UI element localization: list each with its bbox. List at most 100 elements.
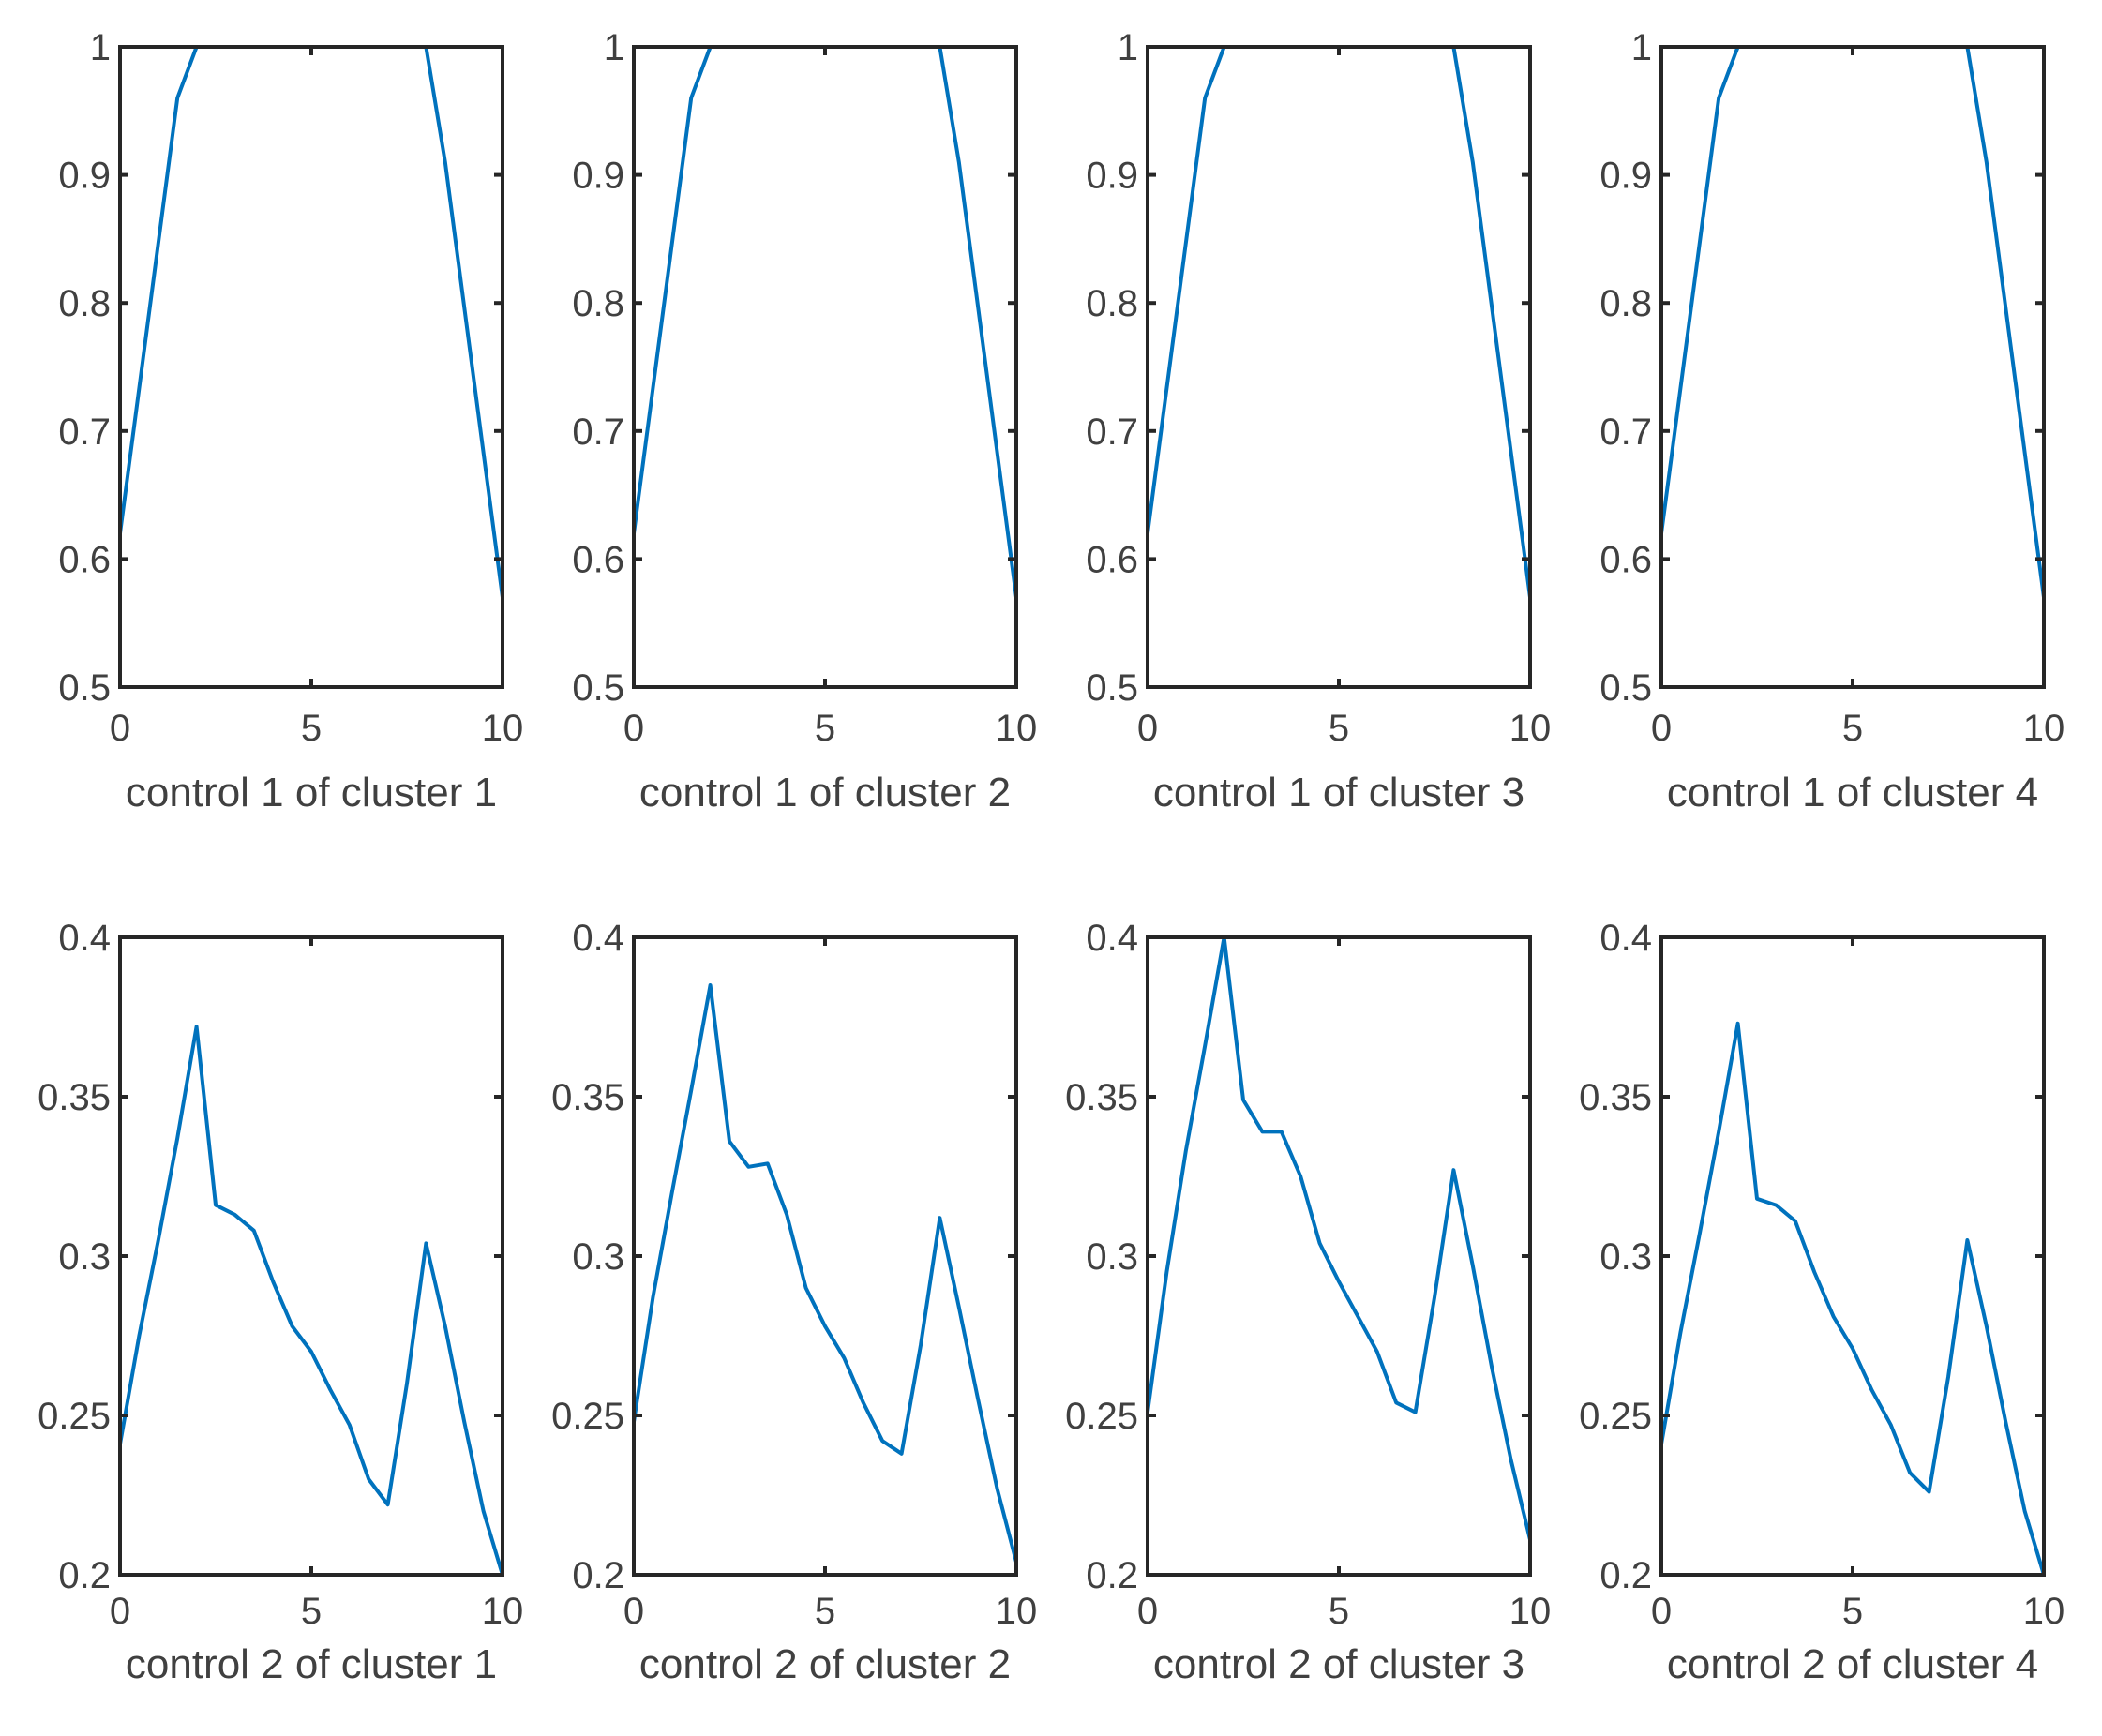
y-tick-label: 0.9 bbox=[572, 156, 624, 197]
y-tick-label: 0.9 bbox=[1599, 156, 1652, 197]
data-line bbox=[632, 45, 1018, 598]
x-tick-label: 0 bbox=[1651, 708, 1672, 749]
y-tick-label: 0.7 bbox=[1086, 412, 1138, 453]
x-tick-label: 5 bbox=[301, 708, 322, 749]
x-tick-label: 5 bbox=[815, 1591, 835, 1632]
y-tick-label: 0.3 bbox=[58, 1236, 111, 1278]
y-tick-label: 0.25 bbox=[1065, 1396, 1138, 1437]
data-line bbox=[1146, 45, 1532, 598]
x-axis-label: control 2 of cluster 2 bbox=[639, 1641, 1011, 1687]
x-tick-label: 10 bbox=[1509, 708, 1552, 749]
subplot-2-3: 0.2 0.25 0.3 0.35 0.4 0 5 10 control 2 of cluste… bbox=[1065, 918, 1551, 1687]
y-tick-label: 1 bbox=[90, 27, 111, 68]
data-line bbox=[1659, 45, 2046, 598]
y-tick-label: 0.3 bbox=[1599, 1236, 1652, 1278]
x-tick-label: 5 bbox=[815, 708, 835, 749]
y-tick-label: 0.2 bbox=[58, 1555, 111, 1596]
subplot-2-1: 0.2 0.25 0.3 0.35 0.4 0 5 10 control 2 of cluste… bbox=[38, 918, 523, 1687]
y-tick-label: 0.8 bbox=[1599, 283, 1652, 324]
axes-box bbox=[118, 935, 504, 1577]
y-tick-label: 0.6 bbox=[572, 539, 624, 580]
x-tick-label: 10 bbox=[482, 1591, 524, 1632]
y-tick-label: 0.9 bbox=[1086, 156, 1138, 197]
axes-box bbox=[632, 45, 1018, 689]
y-tick-label: 0.35 bbox=[38, 1077, 111, 1118]
x-tick-label: 5 bbox=[1329, 708, 1349, 749]
y-tick-label: 1 bbox=[1118, 27, 1138, 68]
x-tick-label: 5 bbox=[301, 1591, 322, 1632]
data-line bbox=[632, 983, 1018, 1563]
y-tick-label: 0.25 bbox=[1579, 1396, 1652, 1437]
y-tick-label: 0.7 bbox=[572, 412, 624, 453]
data-line bbox=[118, 1025, 504, 1576]
y-tick-label: 0.25 bbox=[38, 1396, 111, 1437]
y-tick-label: 1 bbox=[1631, 27, 1652, 68]
x-axis-label: control 1 of cluster 3 bbox=[1153, 770, 1524, 816]
y-tick-label: 0.4 bbox=[1086, 918, 1138, 959]
y-tick-label: 0.35 bbox=[1065, 1077, 1138, 1118]
x-axis-label: control 2 of cluster 1 bbox=[126, 1641, 497, 1687]
y-tick-label: 0.4 bbox=[572, 918, 624, 959]
y-tick-label: 0.35 bbox=[551, 1077, 624, 1118]
y-tick-label: 0.5 bbox=[58, 667, 111, 709]
x-tick-label: 10 bbox=[2023, 708, 2065, 749]
x-tick-label: 0 bbox=[110, 708, 130, 749]
subplot-2-2: 0.2 0.25 0.3 0.35 0.4 0 5 10 control 2 of cluste… bbox=[551, 918, 1037, 1687]
subplot-2-4: 0.2 0.25 0.3 0.35 0.4 0 5 10 control 2 of cluste… bbox=[1579, 918, 2064, 1687]
x-tick-label: 0 bbox=[1137, 708, 1158, 749]
y-tick-label: 0.2 bbox=[1599, 1555, 1652, 1596]
y-tick-label: 0.8 bbox=[572, 283, 624, 324]
x-tick-label: 10 bbox=[1509, 1591, 1552, 1632]
x-axis-label: control 1 of cluster 2 bbox=[639, 770, 1011, 816]
x-axis-label: control 2 of cluster 4 bbox=[1667, 1641, 2038, 1687]
y-tick-label: 0.6 bbox=[1599, 539, 1652, 580]
x-tick-label: 10 bbox=[996, 708, 1038, 749]
y-tick-label: 1 bbox=[604, 27, 624, 68]
axes-box bbox=[1146, 935, 1532, 1577]
y-tick-label: 0.7 bbox=[58, 412, 111, 453]
y-tick-label: 0.8 bbox=[1086, 283, 1138, 324]
x-tick-label: 5 bbox=[1329, 1591, 1349, 1632]
axes-box bbox=[632, 935, 1018, 1577]
y-tick-label: 0.3 bbox=[1086, 1236, 1138, 1278]
data-line bbox=[118, 45, 504, 598]
axes-box bbox=[1659, 935, 2046, 1577]
y-tick-label: 0.25 bbox=[551, 1396, 624, 1437]
y-tick-label: 0.5 bbox=[1599, 667, 1652, 709]
x-tick-label: 5 bbox=[1842, 1591, 1863, 1632]
y-tick-label: 0.2 bbox=[1086, 1555, 1138, 1596]
x-tick-label: 0 bbox=[110, 1591, 130, 1632]
y-tick-label: 0.3 bbox=[572, 1236, 624, 1278]
y-tick-label: 0.9 bbox=[58, 156, 111, 197]
x-tick-label: 0 bbox=[1137, 1591, 1158, 1632]
y-tick-label: 0.7 bbox=[1599, 412, 1652, 453]
data-line bbox=[1659, 1021, 2046, 1576]
x-tick-label: 0 bbox=[623, 708, 644, 749]
axes-box bbox=[1659, 45, 2046, 689]
x-axis-label: control 1 of cluster 4 bbox=[1667, 770, 2038, 816]
y-tick-label: 0.4 bbox=[1599, 918, 1652, 959]
x-tick-label: 10 bbox=[482, 708, 524, 749]
y-tick-label: 0.2 bbox=[572, 1555, 624, 1596]
x-tick-label: 5 bbox=[1842, 708, 1863, 749]
y-tick-label: 0.35 bbox=[1579, 1077, 1652, 1118]
x-tick-label: 10 bbox=[996, 1591, 1038, 1632]
y-tick-label: 0.6 bbox=[1086, 539, 1138, 580]
x-axis-label: control 2 of cluster 3 bbox=[1153, 1641, 1524, 1687]
x-tick-label: 0 bbox=[623, 1591, 644, 1632]
axes-box bbox=[118, 45, 504, 689]
data-line bbox=[1146, 935, 1532, 1541]
y-tick-label: 0.5 bbox=[572, 667, 624, 709]
y-tick-label: 0.8 bbox=[58, 283, 111, 324]
y-tick-label: 0.6 bbox=[58, 539, 111, 580]
x-tick-label: 10 bbox=[2023, 1591, 2065, 1632]
axes-box bbox=[1146, 45, 1532, 689]
x-tick-label: 0 bbox=[1651, 1591, 1672, 1632]
y-tick-label: 0.5 bbox=[1086, 667, 1138, 709]
x-axis-label: control 1 of cluster 1 bbox=[126, 770, 497, 816]
